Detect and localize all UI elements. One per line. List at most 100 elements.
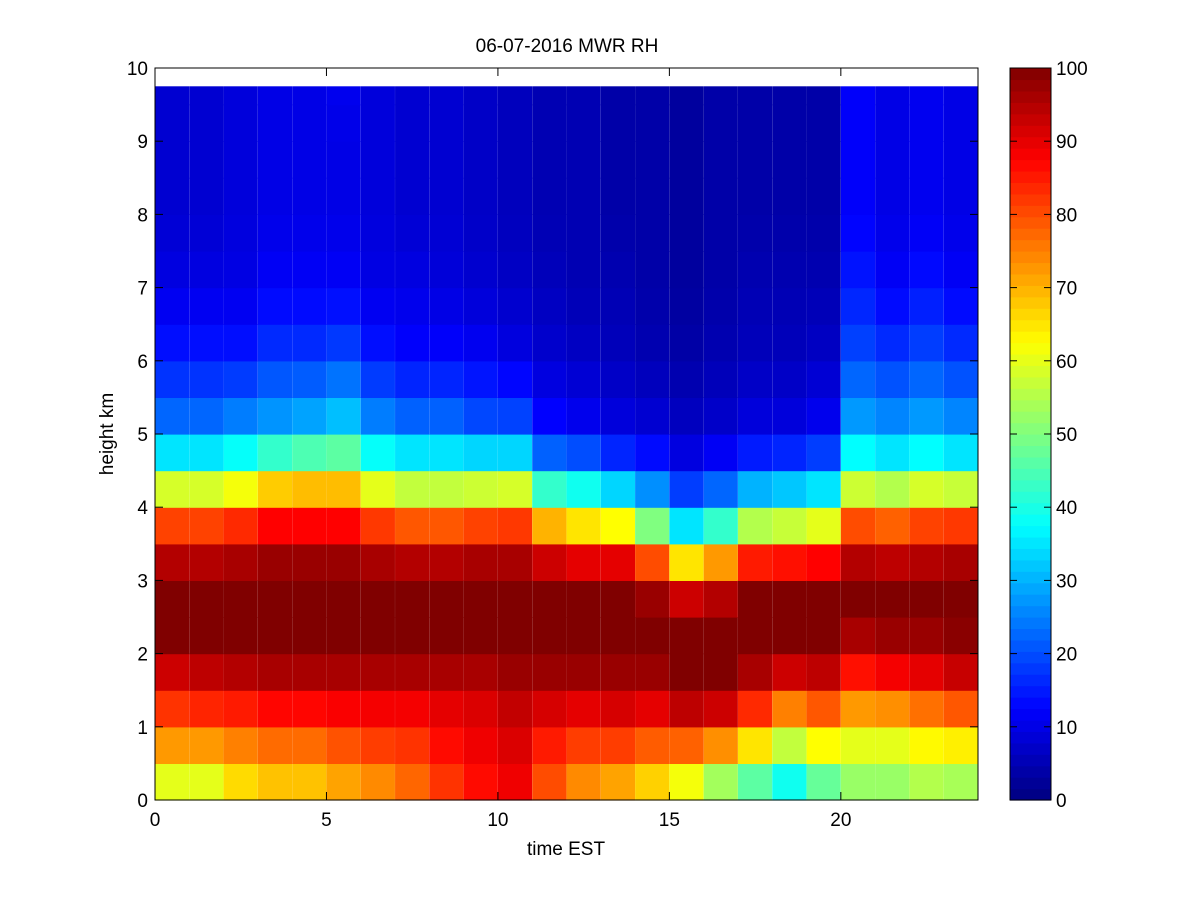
colorbar-segment [1010,445,1051,458]
heatmap-cell [772,324,807,362]
heatmap-cell [326,726,361,764]
heatmap-cell [189,763,224,801]
heatmap-cell [772,141,807,179]
heatmap-cell [635,690,670,728]
colorbar-segment [1010,479,1051,492]
heatmap-cell [395,141,430,179]
heatmap-cell [875,653,910,691]
colorbar-segment [1010,685,1051,698]
heatmap-cell [635,251,670,289]
heatmap-cell [532,470,567,508]
heatmap-cell [292,617,327,655]
heatmap-cell [635,397,670,435]
heatmap-cell [395,287,430,325]
heatmap-cell [566,86,601,106]
heatmap-cell [840,397,876,435]
heatmap-cell [326,324,361,362]
heatmap-cell [395,86,430,106]
heatmap-cell [189,470,224,508]
heatmap-cell [189,104,224,142]
heatmap-cell [566,287,601,325]
chart-title: 06-07-2016 MWR RH [476,36,659,57]
heatmap-cell [395,726,430,764]
heatmap-cell [943,434,978,472]
heatmap-cell [497,251,533,289]
heatmap-cell [463,726,498,764]
heatmap-cell [429,617,464,655]
heatmap-cell [326,434,361,472]
heatmap-cell [326,543,361,581]
heatmap-cell [909,653,944,691]
heatmap-cell [840,287,876,325]
heatmap-cell [463,763,498,801]
heatmap-cell [600,543,635,581]
heatmap-cell [532,507,567,545]
heatmap-cell [395,543,430,581]
heatmap-cell [497,324,533,362]
heatmap-cell [532,251,567,289]
heatmap-cell [909,360,944,398]
heatmap-cell [772,543,807,581]
heatmap-cell [257,360,293,398]
heatmap-cell [292,507,327,545]
heatmap-cell [223,287,258,325]
heatmap-cell [737,690,773,728]
x-tick-label: 20 [830,810,851,831]
heatmap-cell [429,653,464,691]
heatmap-cell [326,653,361,691]
heatmap-cell [566,617,601,655]
heatmap-cell [566,690,601,728]
heatmap-cell [395,104,430,142]
heatmap-cell [635,726,670,764]
heatmap-cell [360,507,395,545]
heatmap-cell [909,177,944,215]
heatmap-cell [703,470,738,508]
heatmap-cell [600,690,635,728]
heatmap-cell [429,434,464,472]
heatmap-cell [429,324,464,362]
heatmap-cell [703,287,738,325]
heatmap-cell [257,251,293,289]
heatmap-cell [292,397,327,435]
x-tick-label: 5 [321,810,332,831]
heatmap-cell [223,653,258,691]
heatmap-cell [669,690,704,728]
heatmap-cell [360,470,395,508]
heatmap-cell [532,360,567,398]
heatmap-cell [497,177,533,215]
colorbar-segment [1010,376,1051,389]
heatmap-cell [395,617,430,655]
heatmap-cell [909,324,944,362]
heatmap-cell [292,690,327,728]
heatmap-cell [875,470,910,508]
heatmap-cell [326,214,361,252]
colorbar-segment [1010,148,1051,161]
heatmap-cell [155,543,190,581]
heatmap-cell [532,763,567,801]
heatmap-cell [497,543,533,581]
heatmap-cell [840,726,876,764]
colorbar-segment [1010,308,1051,321]
colorbar-segment [1010,651,1051,664]
heatmap-cell [875,726,910,764]
heatmap-cell [257,141,293,179]
heatmap-cell [703,104,738,142]
heatmap-cell [223,104,258,142]
heatmap-cell [669,287,704,325]
colorbar-tick-label: 70 [1056,279,1077,300]
heatmap-cell [669,324,704,362]
heatmap-cell [703,653,738,691]
heatmap-cell [772,653,807,691]
colorbar-segment [1010,273,1051,286]
heatmap-cell [909,690,944,728]
heatmap-cell [326,177,361,215]
heatmap-cell [189,141,224,179]
heatmap-cell [292,214,327,252]
colorbar-segment [1010,491,1051,504]
heatmap-cell [772,763,807,801]
heatmap-cell [875,397,910,435]
heatmap-cell [635,177,670,215]
heatmap-cell [155,397,190,435]
heatmap-cell [669,397,704,435]
y-tick-label: 9 [137,132,148,153]
